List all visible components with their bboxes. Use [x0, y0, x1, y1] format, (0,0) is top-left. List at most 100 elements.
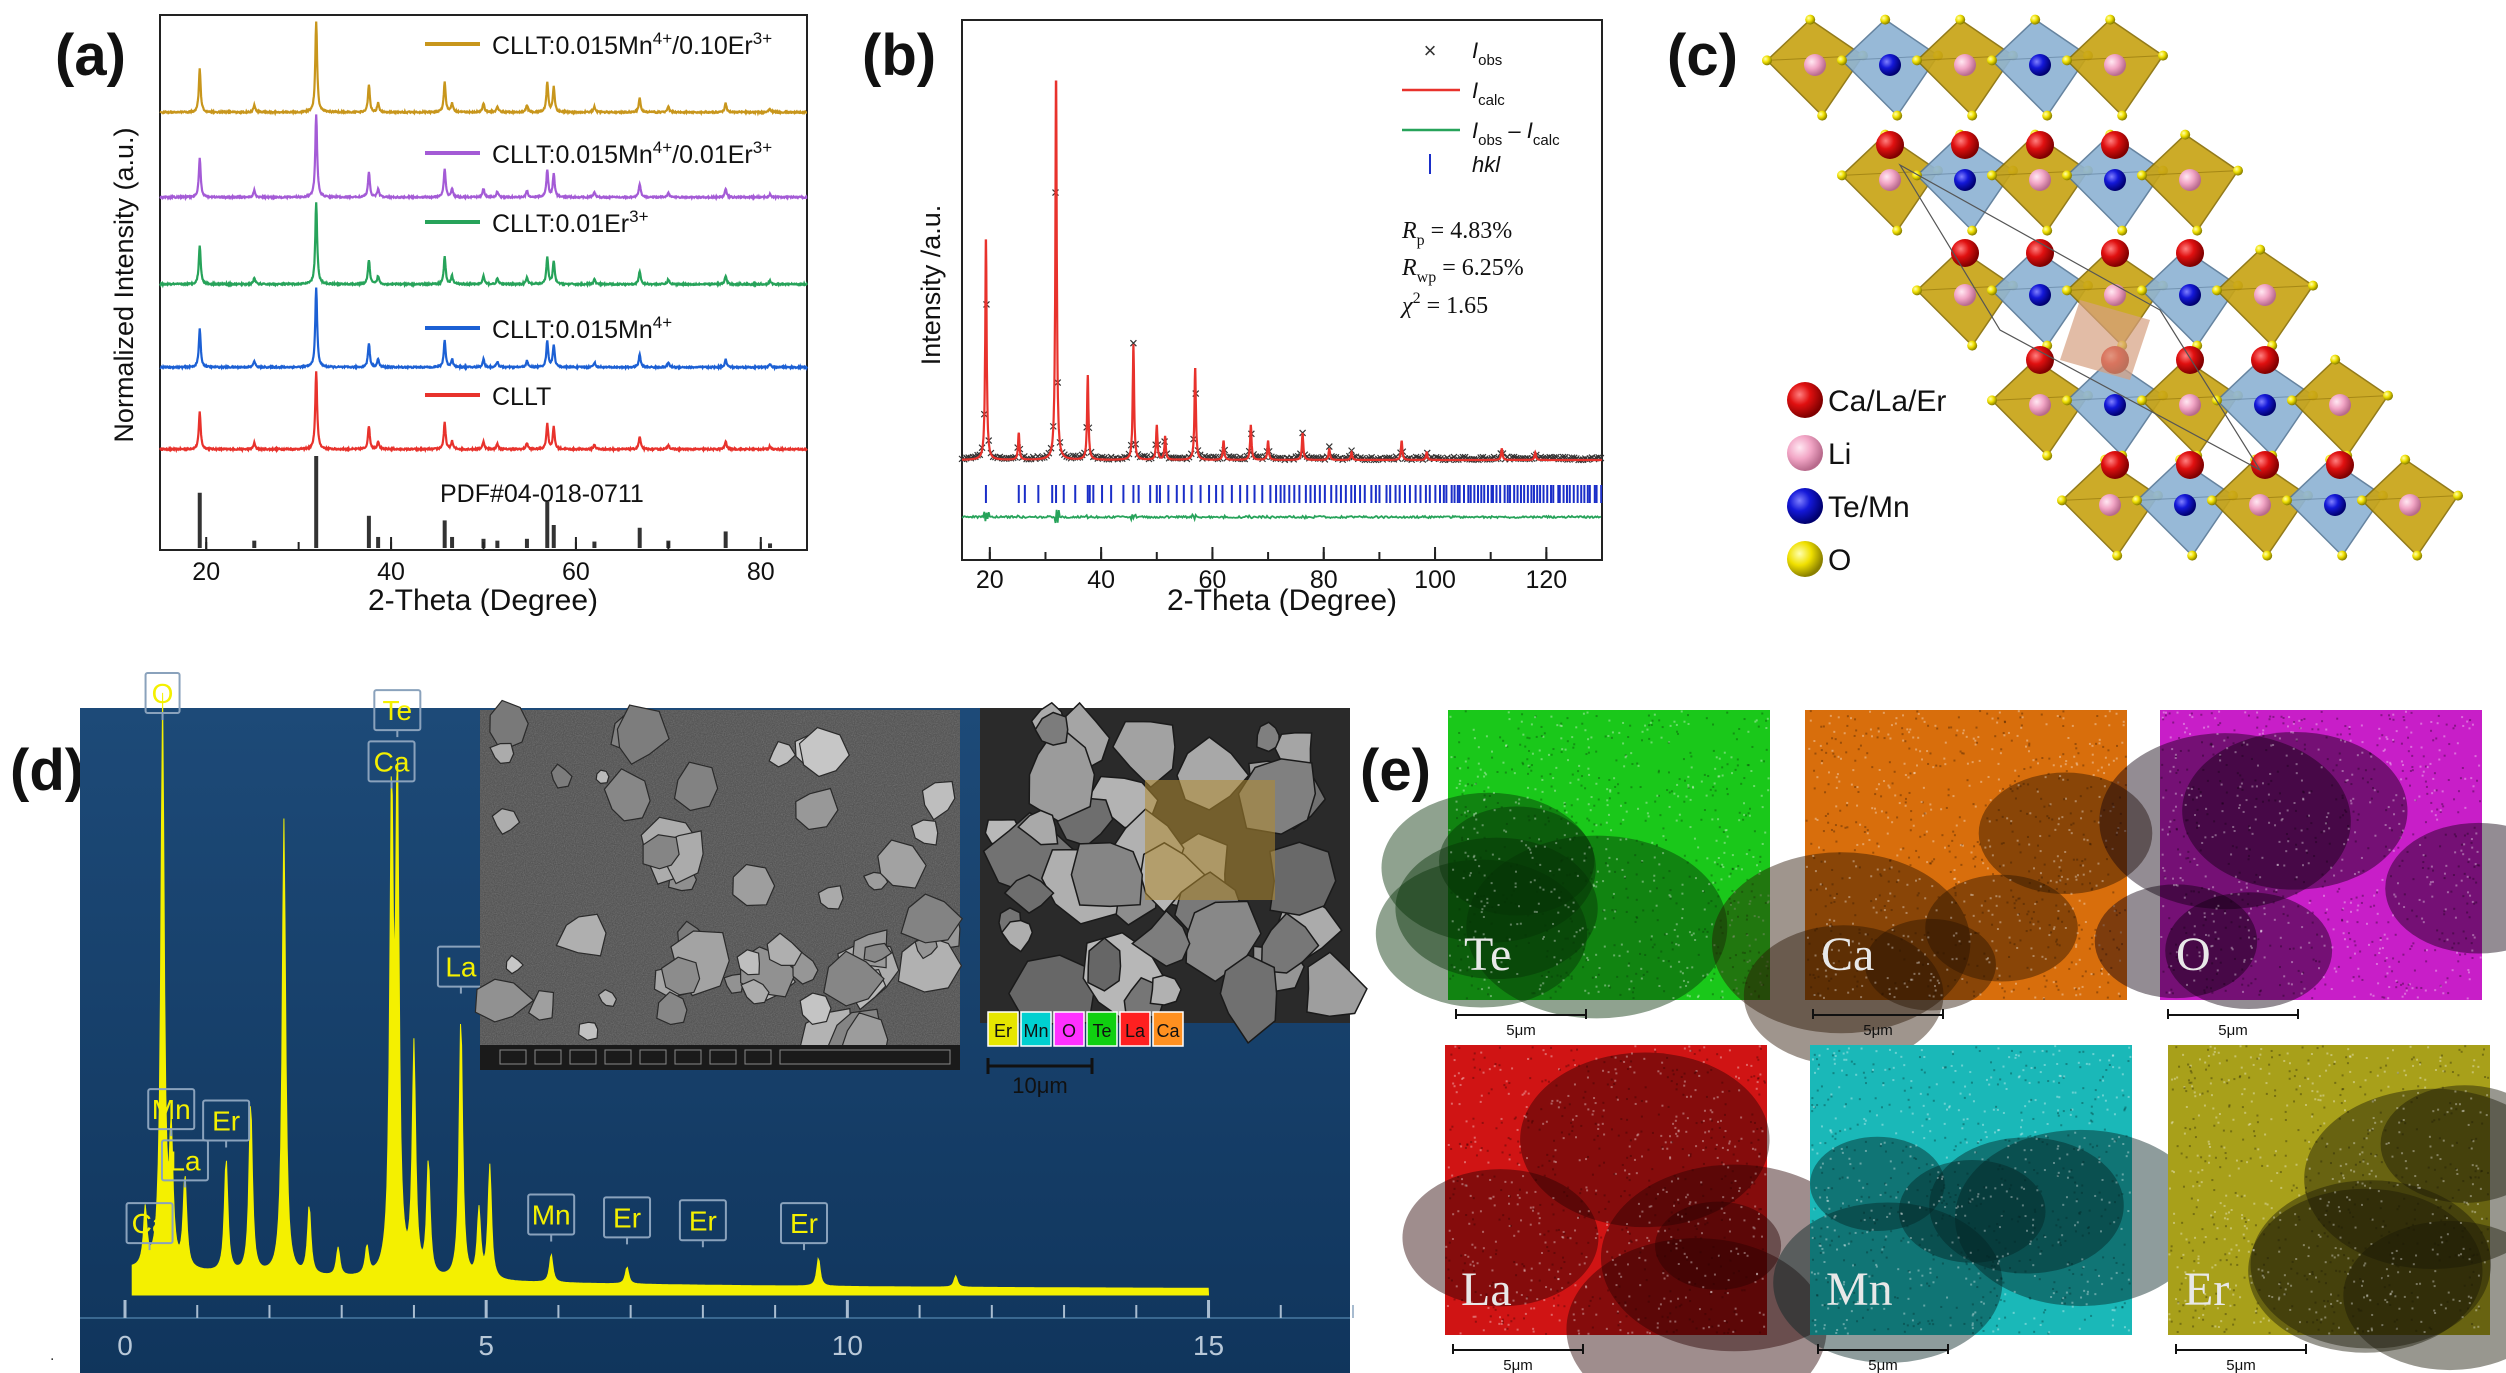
o-atom	[2400, 454, 2411, 465]
map-noise	[1528, 836, 1531, 839]
map-noise	[1470, 975, 1473, 978]
map-noise	[1538, 988, 1541, 991]
map-noise	[1485, 773, 1488, 776]
map-noise	[1999, 1298, 2002, 1301]
map-noise	[2089, 882, 2092, 885]
map-noise	[2100, 1215, 2103, 1218]
o-atom	[1912, 55, 1922, 66]
map-noise	[1487, 993, 1490, 996]
map-noise	[1585, 1065, 1588, 1068]
map-noise	[2188, 911, 2191, 914]
map-base	[1448, 710, 1770, 1000]
map-noise	[1736, 764, 1739, 767]
map-noise	[1940, 1189, 1943, 1192]
map-noise	[1893, 895, 1896, 898]
map-noise	[1473, 812, 1476, 815]
map-noise	[2453, 907, 2456, 910]
map-noise	[1557, 1228, 1560, 1231]
map-noise	[1584, 879, 1587, 882]
map-noise	[1450, 1279, 1453, 1282]
o-atom	[2212, 285, 2222, 296]
map-noise	[2456, 951, 2459, 954]
map-noise	[1530, 769, 1533, 772]
map-noise	[1825, 975, 1828, 978]
map-noise	[1553, 1251, 1556, 1254]
map-noise	[2018, 843, 2021, 846]
map-noise	[1995, 904, 1998, 907]
map-noise	[1602, 910, 1605, 913]
map-noise	[1614, 909, 1617, 912]
map-noise	[1928, 1086, 1931, 1089]
map-noise	[1700, 1181, 1703, 1184]
map-noise	[1855, 821, 1858, 824]
map-noise	[1597, 990, 1600, 993]
o-atom	[2383, 390, 2393, 401]
map-noise	[2384, 824, 2387, 827]
map-noise	[1535, 845, 1538, 848]
ca-la-er-atom	[2176, 451, 2204, 479]
map-noise	[1550, 753, 1553, 756]
map-noise	[1940, 1177, 1943, 1180]
map-noise	[2046, 1143, 2049, 1146]
map-noise	[2161, 716, 2164, 719]
map-noise	[2188, 714, 2191, 717]
map-noise	[1757, 1077, 1760, 1080]
map-noise	[2476, 864, 2479, 867]
sem-particle	[603, 768, 651, 822]
map-noise	[1930, 808, 1933, 811]
map-noise	[1632, 997, 1635, 1000]
map-noise	[1953, 869, 1956, 872]
map-noise	[2008, 975, 2011, 978]
sem-particle	[823, 950, 885, 1007]
map-noise	[1698, 1308, 1701, 1311]
map-noise	[2472, 877, 2475, 880]
map-noise	[1710, 979, 1713, 982]
map-noise	[2382, 749, 2385, 752]
map-noise	[2051, 818, 2054, 821]
map-noise	[2029, 1135, 2032, 1138]
map-noise	[2403, 893, 2406, 896]
map-noise	[1594, 1237, 1597, 1240]
map-noise	[2202, 754, 2205, 757]
map-noise	[1640, 967, 1643, 970]
map-noise	[1557, 1278, 1560, 1281]
map-noise	[2254, 805, 2257, 808]
map-noise	[1451, 1237, 1454, 1240]
map-noise	[2389, 875, 2392, 878]
map-noise	[1721, 1081, 1724, 1084]
map-noise	[2197, 891, 2200, 894]
panel-b-frame	[961, 19, 1603, 561]
map-noise	[1517, 1140, 1520, 1143]
map-noise	[2038, 879, 2041, 882]
map-noise	[2283, 864, 2286, 867]
map-noise	[1922, 963, 1925, 966]
map-noise	[1845, 1074, 1848, 1077]
map-noise	[1607, 984, 1610, 987]
map-noise	[1862, 843, 1865, 846]
map-noise	[1453, 1085, 1456, 1088]
map-noise	[1869, 964, 1872, 967]
map-noise	[2021, 712, 2024, 715]
map-noise	[1870, 938, 1873, 941]
map-noise	[1710, 1308, 1713, 1311]
map-noise	[2343, 938, 2346, 941]
map-noise	[1843, 1280, 1846, 1283]
map-noise	[2015, 1197, 2018, 1200]
map-noise	[1893, 1167, 1896, 1170]
map-noise	[1663, 1297, 1666, 1300]
map-noise	[1505, 1285, 1508, 1288]
li-atom	[2104, 284, 2126, 306]
map-noise	[1624, 1304, 1627, 1307]
map-noise	[1494, 1240, 1497, 1243]
map-noise	[1810, 1271, 1813, 1274]
map-noise	[1921, 758, 1924, 761]
map-noise	[2282, 994, 2285, 997]
map-noise	[1893, 770, 1896, 773]
map-noise	[2391, 829, 2394, 832]
map-noise	[1450, 1053, 1453, 1056]
map-noise	[2269, 715, 2272, 718]
map-noise	[1874, 981, 1877, 984]
map-noise	[2035, 758, 2038, 761]
map-noise	[2342, 907, 2345, 910]
map-noise	[1905, 911, 1908, 914]
